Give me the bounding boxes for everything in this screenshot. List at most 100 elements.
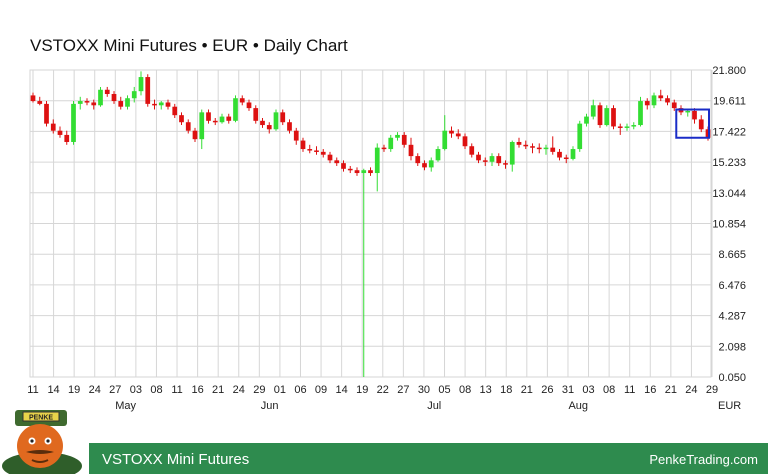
candle-body	[199, 112, 205, 140]
x-tick-label: 06	[294, 384, 306, 396]
x-tick-label: 21	[212, 384, 224, 396]
candle-body	[435, 149, 441, 161]
x-tick-label: 24	[233, 384, 245, 396]
x-tick-label: 01	[274, 384, 286, 396]
candle-body	[172, 106, 178, 116]
footer-bar: VSTOXX Mini Futures PenkeTrading.com	[0, 443, 768, 474]
x-tick-label: 21	[665, 384, 677, 396]
candle-body	[347, 168, 353, 171]
x-tick-label: 16	[191, 384, 203, 396]
candle-body	[300, 140, 306, 150]
candle-body	[246, 102, 252, 109]
x-tick-label: 16	[644, 384, 656, 396]
candle-body	[536, 147, 542, 150]
candle-body	[50, 123, 56, 131]
candle-body	[550, 147, 556, 152]
candle-body	[226, 116, 232, 121]
x-tick-label: 11	[624, 384, 635, 396]
candle-body	[442, 130, 448, 150]
candle-body	[84, 101, 90, 103]
candle-body	[449, 130, 454, 134]
candle-body	[415, 156, 421, 164]
y-tick-label: 17.422	[712, 126, 746, 138]
candle-body	[57, 130, 63, 135]
candle-body	[219, 116, 225, 123]
candle-body	[530, 146, 535, 148]
candle-body	[104, 89, 110, 94]
y-tick-label: 0.050	[718, 372, 746, 384]
candle-body	[44, 103, 49, 124]
candle-body	[77, 101, 83, 104]
candle-body	[361, 170, 367, 174]
candle-body	[314, 150, 319, 152]
candle-body	[388, 137, 394, 150]
x-tick-label: 14	[47, 384, 59, 396]
candle-body	[131, 91, 137, 99]
footer-instrument-name: VSTOXX Mini Futures	[102, 451, 250, 468]
candle-body	[179, 115, 184, 123]
candle-body	[638, 101, 643, 126]
mascot-badge-text: PENKE	[29, 415, 53, 422]
candle-body	[138, 77, 144, 92]
candle-body	[206, 112, 211, 121]
candle-body	[543, 147, 549, 150]
x-tick-label: 19	[356, 384, 368, 396]
candle-body	[381, 147, 387, 150]
candle-body	[64, 134, 70, 142]
candle-body	[516, 141, 522, 145]
footer-site-link[interactable]: PenkeTrading.com	[649, 452, 758, 467]
penke-mascot-logo: PENKE	[2, 410, 82, 474]
candle-body	[658, 95, 664, 99]
candle-body	[644, 101, 650, 106]
candle-body	[273, 112, 279, 130]
candle-body	[266, 125, 272, 130]
candle-body	[611, 108, 616, 127]
x-tick-label: 31	[562, 384, 574, 396]
candle-body	[523, 144, 529, 147]
candle-body	[577, 123, 583, 150]
y-tick-label: 10.854	[712, 219, 746, 231]
candle-body	[165, 102, 171, 107]
candle-body	[152, 103, 157, 106]
candle-body	[624, 126, 630, 128]
candle-body	[401, 134, 407, 145]
candle-body	[604, 108, 610, 126]
x-tick-label: 22	[377, 384, 389, 396]
candlestick-chart: 21.800 19.611 17.422 15.233 13.044 10.854 8.66…	[27, 65, 746, 412]
x-tick-label: 24	[685, 384, 697, 396]
candle-body	[71, 103, 76, 142]
candle-body	[280, 112, 286, 123]
candle-body	[563, 157, 569, 160]
candle-body	[91, 102, 97, 106]
x-tick-label: 11	[171, 384, 182, 396]
candle-body	[482, 160, 488, 162]
x-tick-label: 19	[68, 384, 80, 396]
candle-body	[287, 122, 292, 131]
candle-body	[185, 122, 191, 131]
highlight-box	[675, 108, 711, 139]
candle-body	[320, 151, 326, 155]
x-tick-label: 11	[27, 384, 38, 396]
y-tick-label: 2.098	[718, 341, 746, 353]
candle-body	[692, 110, 697, 120]
y-tick-label: 4.287	[718, 311, 746, 323]
candle-body	[374, 147, 380, 174]
month-labels: May Jun Jul Aug	[115, 400, 588, 412]
candle-body	[496, 156, 502, 164]
x-axis-ticks: 11 14 19 24 27 03 08 11 16 21 24 29 01 06 09 14 19 22 27 30…	[27, 384, 718, 396]
currency-label: EUR	[718, 400, 741, 412]
y-tick-label: 13.044	[712, 188, 746, 200]
candle-body	[233, 98, 238, 121]
candle-body	[118, 101, 124, 107]
x-tick-label: 29	[253, 384, 265, 396]
candle-body	[597, 105, 603, 126]
candle-body	[469, 146, 475, 155]
x-tick-label: 21	[521, 384, 533, 396]
candles	[30, 71, 711, 377]
candle-body	[239, 98, 245, 103]
candle-body	[462, 136, 468, 147]
footer-green-band	[89, 443, 768, 474]
candle-body	[705, 129, 711, 138]
candle-body	[665, 98, 670, 103]
candle-body	[685, 110, 691, 113]
